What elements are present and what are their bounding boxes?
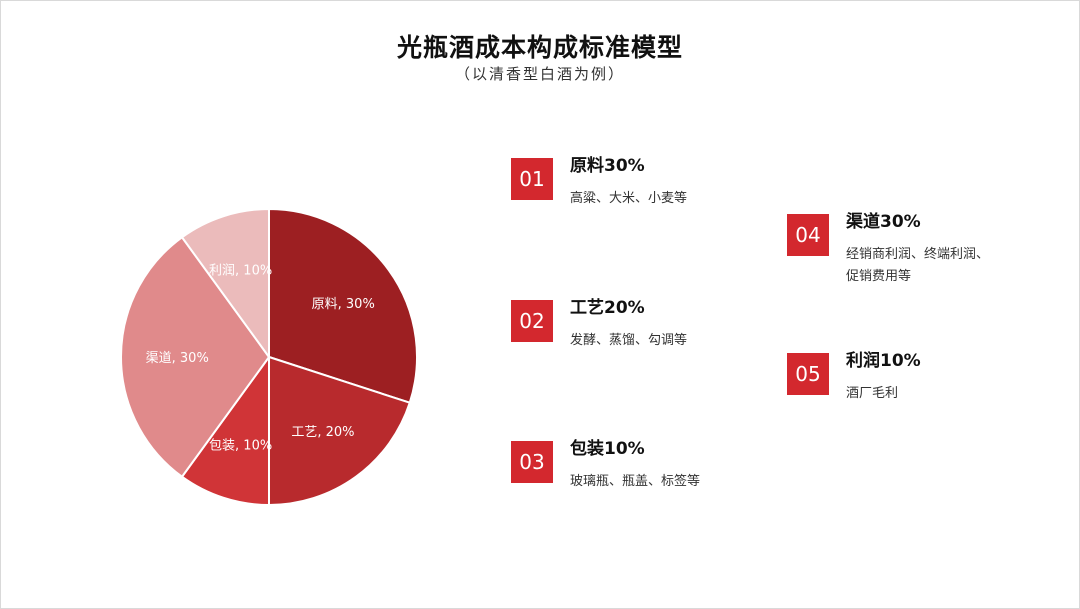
pie-slice-2 xyxy=(268,355,412,507)
legend-title-3: 包装10% xyxy=(570,439,645,459)
legend-desc-line: 经销商利润、终端利润、 xyxy=(846,247,990,262)
legend-title-1: 原料30% xyxy=(570,156,645,176)
legend-number-4: 04 xyxy=(787,214,829,256)
legend-desc-line: 发酵、蒸馏、勾调等 xyxy=(570,333,688,348)
chart-subtitle: （以清香型白酒为例） xyxy=(454,65,625,83)
legend-number-2: 02 xyxy=(511,300,553,342)
pie-slice-4 xyxy=(120,235,271,479)
pie-label-2: 工艺, 20% xyxy=(291,425,354,440)
pie-label-1: 原料, 30% xyxy=(312,297,375,312)
legend-desc-line: 促销费用等 xyxy=(846,269,912,284)
pie-slice-1 xyxy=(268,207,418,404)
legend-desc-1: 高粱、大米、小麦等 xyxy=(570,188,687,210)
legend-desc-2: 发酵、蒸馏、勾调等 xyxy=(570,330,687,352)
pie-label-5: 利润, 10% xyxy=(209,264,272,279)
pie-label-4: 渠道, 30% xyxy=(146,351,209,366)
legend-number-5: 05 xyxy=(787,353,829,395)
legend-desc-line: 高粱、大米、小麦等 xyxy=(570,191,688,206)
legend-number-1: 01 xyxy=(511,158,553,200)
legend-desc-4: 经销商利润、终端利润、 促销费用等 xyxy=(846,244,989,288)
legend-desc-3: 玻璃瓶、瓶盖、标签等 xyxy=(570,471,700,493)
legend-desc-line: 酒厂毛利 xyxy=(846,386,899,401)
legend-desc-line: 玻璃瓶、瓶盖、标签等 xyxy=(570,474,701,489)
pie-label-3: 包装, 10% xyxy=(209,438,272,453)
pie-slice-5 xyxy=(180,207,270,361)
legend-desc-5: 酒厂毛利 xyxy=(846,383,898,405)
legend-number-3: 03 xyxy=(511,441,553,483)
legend-title-4: 渠道30% xyxy=(846,212,921,232)
pie-slice-3 xyxy=(180,353,270,507)
legend-title-5: 利润10% xyxy=(846,351,921,371)
legend-title-2: 工艺20% xyxy=(570,298,645,318)
chart-title: 光瓶酒成本构成标准模型 xyxy=(396,33,683,62)
